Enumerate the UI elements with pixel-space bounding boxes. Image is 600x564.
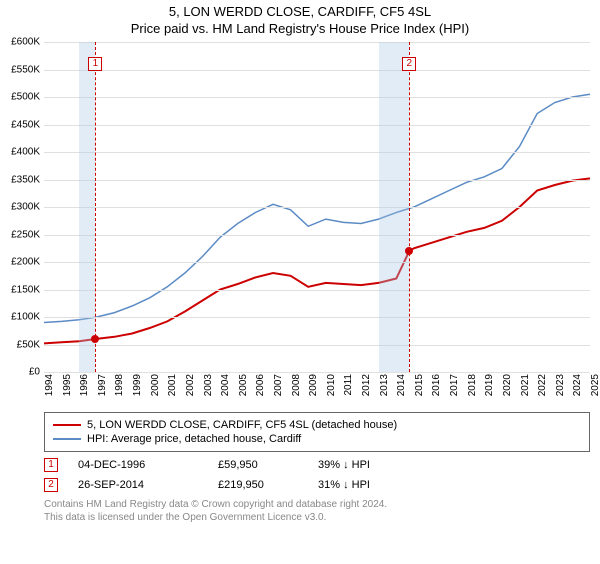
event-row: 1 04-DEC-1996£59,95039% ↓ HPI — [44, 458, 590, 472]
event-price: £59,950 — [218, 459, 318, 471]
x-tick-label: 2013 — [379, 374, 390, 396]
x-tick-label: 2025 — [590, 374, 600, 396]
y-tick-label: £300K — [11, 202, 40, 213]
legend-item: HPI: Average price, detached house, Card… — [53, 433, 581, 445]
y-tick-label: £600K — [11, 37, 40, 48]
x-tick-label: 2012 — [361, 374, 372, 396]
event-diff: 31% ↓ HPI — [318, 479, 590, 491]
y-tick-label: £550K — [11, 64, 40, 75]
series-line-price_paid — [44, 178, 590, 343]
y-tick-label: £0 — [29, 367, 40, 378]
chart-title: 5, LON WERDD CLOSE, CARDIFF, CF5 4SL — [0, 4, 600, 19]
chart-subtitle: Price paid vs. HM Land Registry's House … — [0, 21, 600, 36]
y-tick-label: £500K — [11, 92, 40, 103]
x-tick-label: 2008 — [291, 374, 302, 396]
legend-label: HPI: Average price, detached house, Card… — [87, 433, 301, 445]
x-tick-label: 2014 — [396, 374, 407, 396]
y-tick-label: £150K — [11, 284, 40, 295]
x-tick-label: 2001 — [167, 374, 178, 396]
footnote: Contains HM Land Registry data © Crown c… — [44, 498, 590, 524]
x-tick-label: 1999 — [132, 374, 143, 396]
y-tick-label: £400K — [11, 147, 40, 158]
y-tick-label: £100K — [11, 312, 40, 323]
x-tick-label: 2009 — [308, 374, 319, 396]
event-marker-box: 2 — [44, 478, 58, 492]
x-tick-label: 2019 — [484, 374, 495, 396]
x-tick-label: 2006 — [255, 374, 266, 396]
x-tick-label: 2000 — [150, 374, 161, 396]
marker-vline — [95, 42, 96, 372]
chart-container: 5, LON WERDD CLOSE, CARDIFF, CF5 4SL Pri… — [0, 4, 600, 564]
event-date: 26-SEP-2014 — [78, 479, 218, 491]
x-tick-label: 2004 — [220, 374, 231, 396]
x-tick-label: 2017 — [449, 374, 460, 396]
y-tick-label: £250K — [11, 229, 40, 240]
y-tick-label: £50K — [17, 339, 40, 350]
x-tick-label: 2005 — [238, 374, 249, 396]
marker-vline — [409, 42, 410, 372]
x-tick-label: 2023 — [555, 374, 566, 396]
footnote-line: This data is licensed under the Open Gov… — [44, 511, 590, 524]
legend-swatch — [53, 438, 81, 440]
legend-swatch — [53, 424, 81, 426]
data-point — [405, 247, 413, 255]
data-point — [91, 335, 99, 343]
event-price: £219,950 — [218, 479, 318, 491]
x-tick-label: 2015 — [414, 374, 425, 396]
event-marker-box: 1 — [44, 458, 58, 472]
event-table: 1 04-DEC-1996£59,95039% ↓ HPI 2 26-SEP-2014… — [44, 458, 590, 492]
x-tick-label: 2024 — [572, 374, 583, 396]
footnote-line: Contains HM Land Registry data © Crown c… — [44, 498, 590, 511]
x-axis-labels: 1994 1995 1996 1997 1998 1999 2000 2001 2002 2003… — [44, 372, 590, 408]
x-tick-label: 2018 — [467, 374, 478, 396]
chart-plot-area: £0£50K£100K£150K£200K£250K£300K£350K£400… — [44, 42, 590, 372]
x-tick-label: 2007 — [273, 374, 284, 396]
y-tick-label: £450K — [11, 119, 40, 130]
x-tick-label: 1997 — [97, 374, 108, 396]
x-tick-label: 2022 — [537, 374, 548, 396]
legend: 5, LON WERDD CLOSE, CARDIFF, CF5 4SL (de… — [44, 412, 590, 452]
marker-box: 2 — [402, 57, 416, 71]
x-tick-label: 2010 — [326, 374, 337, 396]
shaded-region — [79, 42, 95, 372]
marker-box: 1 — [88, 57, 102, 71]
y-tick-label: £200K — [11, 257, 40, 268]
x-tick-label: 1998 — [114, 374, 125, 396]
x-tick-label: 2016 — [431, 374, 442, 396]
legend-label: 5, LON WERDD CLOSE, CARDIFF, CF5 4SL (de… — [87, 419, 397, 431]
series-line-hpi — [44, 94, 590, 322]
legend-item: 5, LON WERDD CLOSE, CARDIFF, CF5 4SL (de… — [53, 419, 581, 431]
x-tick-label: 2011 — [343, 374, 354, 396]
x-tick-label: 1994 — [44, 374, 55, 396]
y-tick-label: £350K — [11, 174, 40, 185]
x-tick-label: 2002 — [185, 374, 196, 396]
x-tick-label: 1995 — [62, 374, 73, 396]
x-tick-label: 1996 — [79, 374, 90, 396]
event-diff: 39% ↓ HPI — [318, 459, 590, 471]
shaded-region — [379, 42, 410, 372]
event-date: 04-DEC-1996 — [78, 459, 218, 471]
x-tick-label: 2021 — [520, 374, 531, 396]
event-row: 2 26-SEP-2014£219,95031% ↓ HPI — [44, 478, 590, 492]
x-tick-label: 2020 — [502, 374, 513, 396]
x-tick-label: 2003 — [203, 374, 214, 396]
